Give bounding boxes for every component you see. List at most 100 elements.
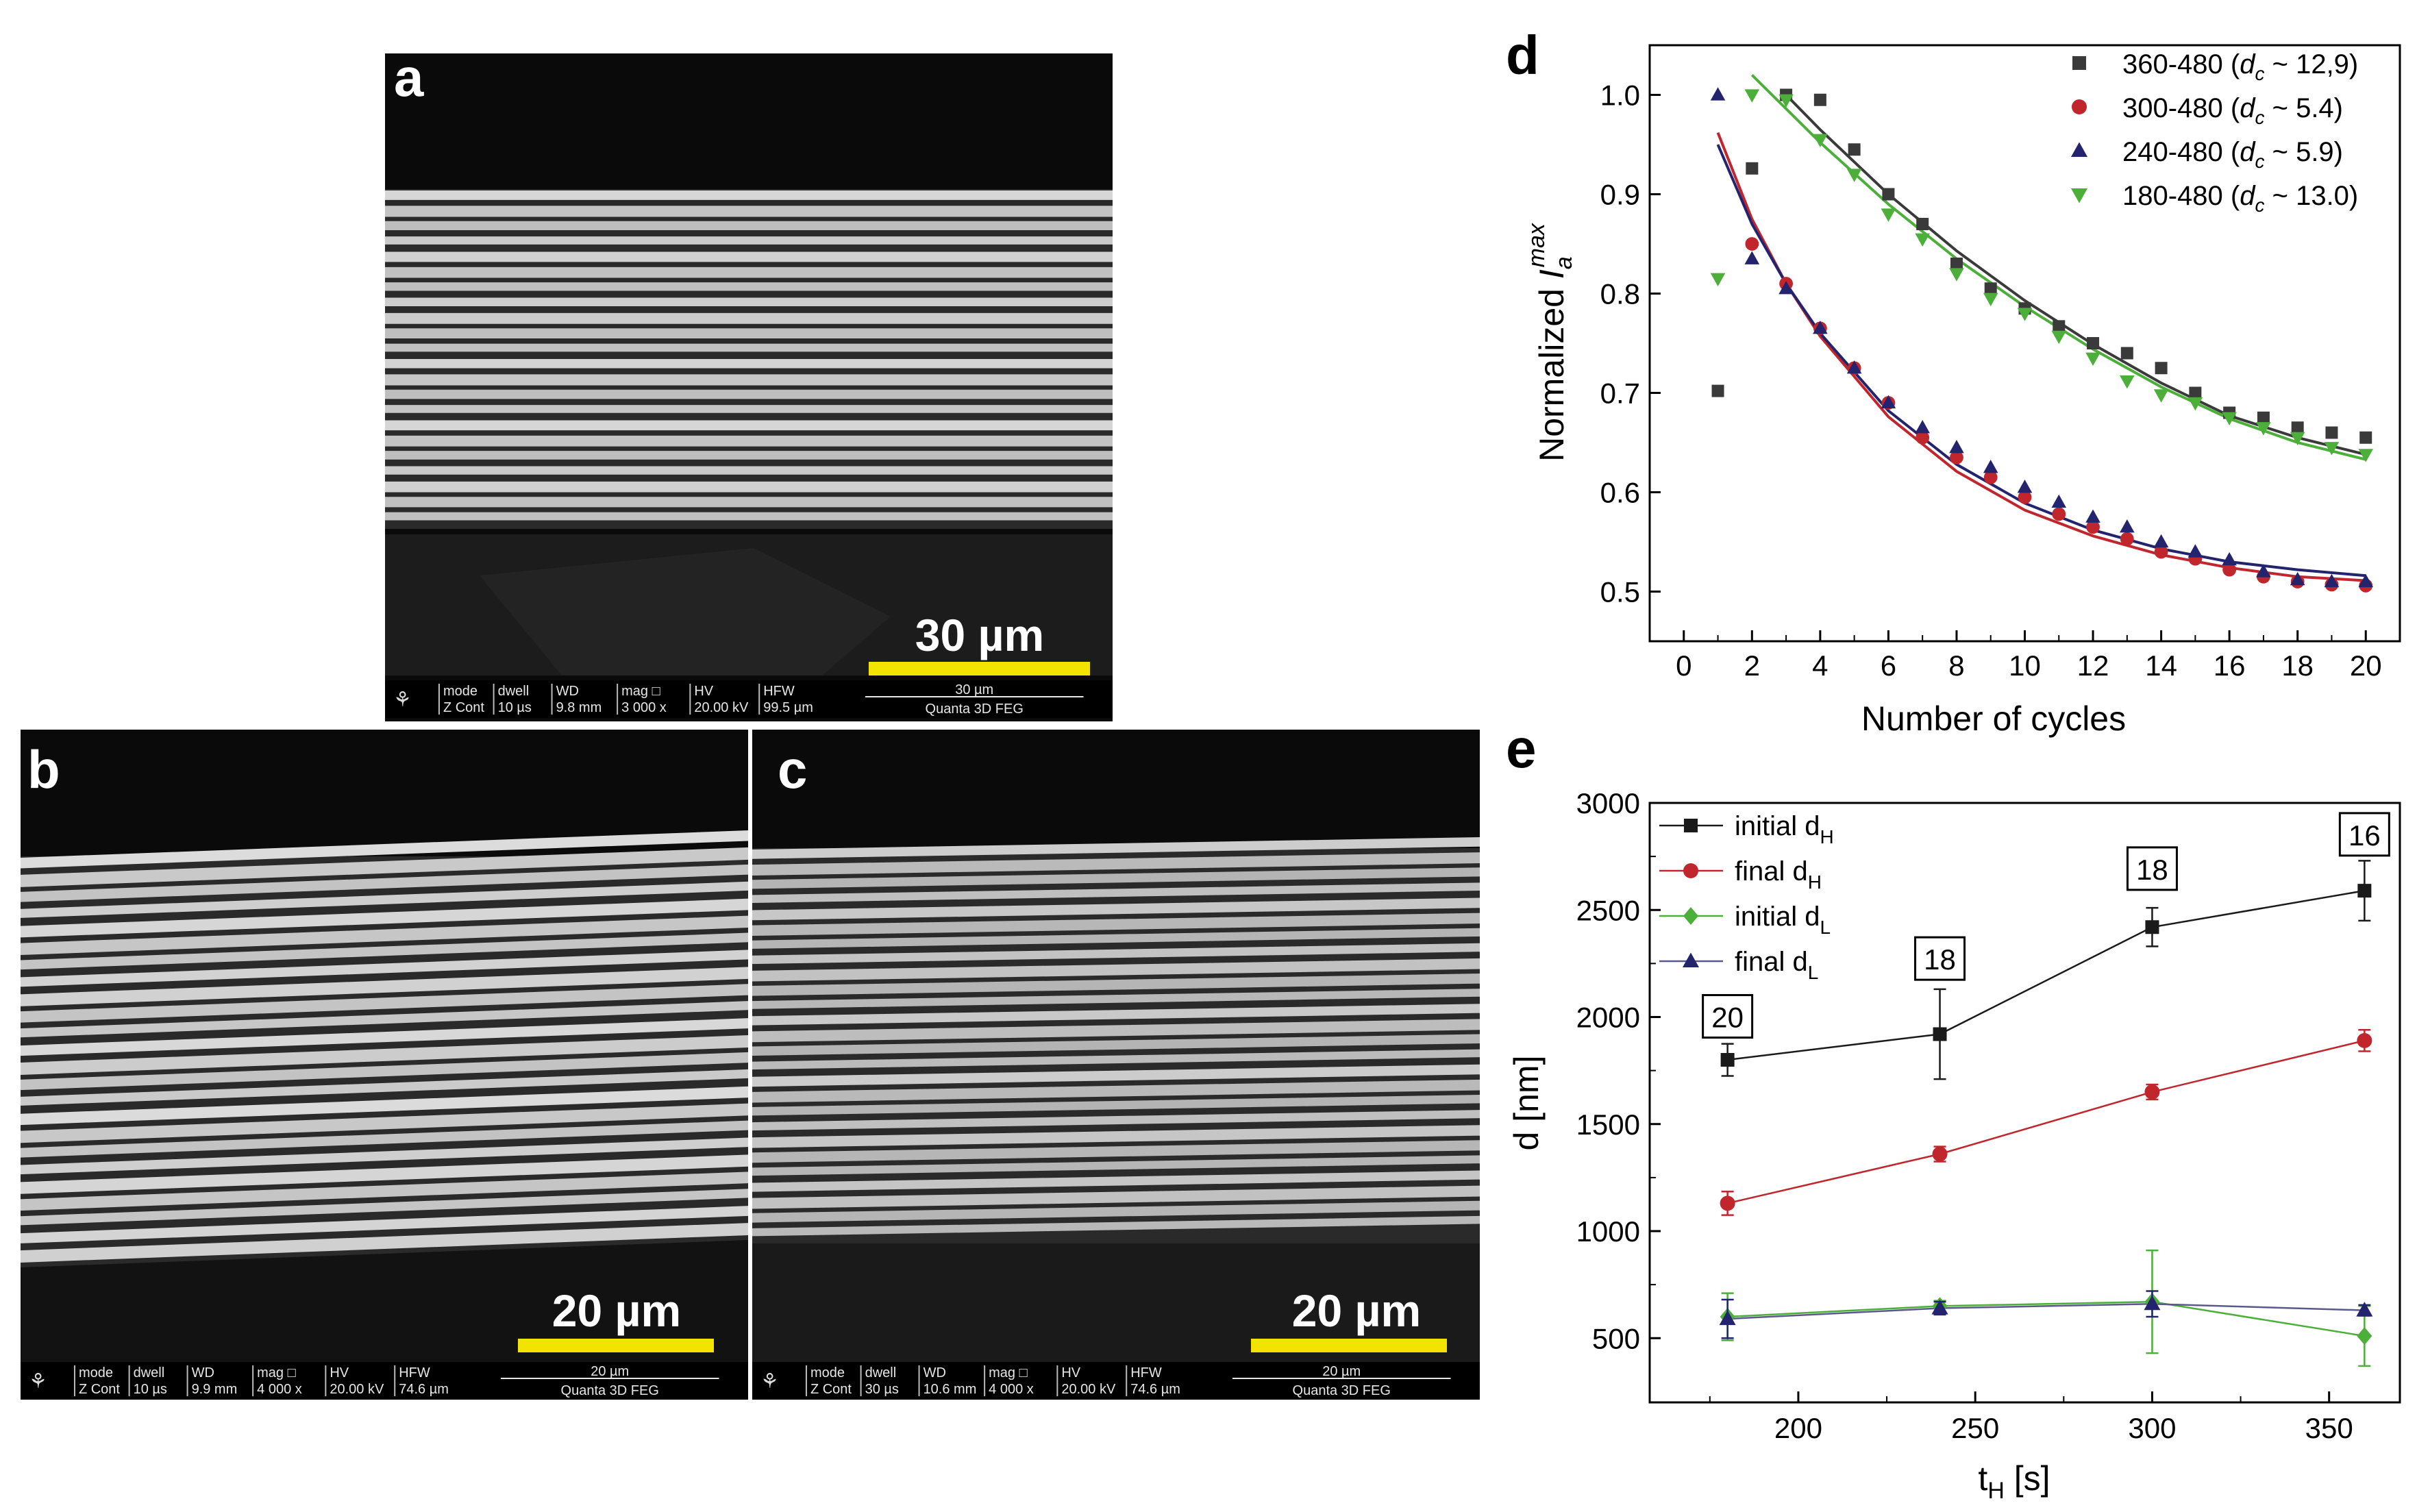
substrate-texture-a: [480, 548, 891, 676]
info-logo-icon: ⚘: [393, 689, 412, 711]
chart-d-point: [1881, 395, 1896, 409]
chart-d-legend-label-tail: ~ 12,9): [2264, 49, 2358, 79]
chart-e-ylabel: d [nm]: [1507, 1056, 1546, 1151]
chart-e-legend-label: initial dL: [1735, 902, 1831, 938]
chart-d-point: [2085, 509, 2100, 523]
chart-d-point: [2222, 412, 2237, 425]
chart-e-legend-label-main: final d: [1735, 947, 1808, 977]
sem-a-layer: [385, 389, 1113, 399]
sem-b-layer: [21, 1223, 748, 1263]
info-col6-name: HFW: [763, 684, 795, 699]
sem-a-layer: [385, 236, 1113, 245]
sem-b-layer: [21, 1052, 748, 1091]
sem-c-layer: [752, 989, 1480, 1009]
sem-c-layer: [752, 1064, 1480, 1087]
chart-d-ytick-label: 0.9: [1600, 179, 1640, 211]
info-col6-value: 99.5 µm: [763, 700, 813, 715]
info-col2-value: 30 µs: [865, 1382, 899, 1397]
sem-a-layer: [385, 374, 1113, 386]
chart-d-legend-label-main: 300-480 (: [2122, 93, 2240, 123]
chart-e-xlabel-main: t: [1978, 1459, 1987, 1498]
scale-bar-c: [1251, 1339, 1447, 1352]
chart-d-point: [2087, 337, 2100, 349]
sem-c-layer: [752, 1034, 1480, 1056]
chart-e-xtick-label: 300: [2128, 1412, 2176, 1444]
sem-b-layer: [21, 1035, 748, 1075]
sem-c-layer: [752, 1110, 1480, 1131]
chart-e-legend-marker: [1683, 952, 1699, 967]
sem-a-layer: [385, 420, 1113, 431]
chart-d-point: [1950, 450, 1963, 464]
chart-d-xtick-label: 18: [2281, 649, 2314, 682]
chart-e-point: [1720, 1195, 1735, 1211]
info-col1-value: Z Cont: [79, 1382, 120, 1397]
sem-b-layer: [21, 932, 748, 970]
chart-d-ylabel: Normalized Iamax: [1524, 223, 1577, 462]
chart-e-frame: [1648, 802, 2401, 1404]
chart-e-point: [2144, 1295, 2161, 1311]
chart-d-point: [2290, 571, 2305, 586]
info-col5-value: 20.00 kV: [694, 700, 749, 715]
chart-d-point: [2324, 573, 2340, 588]
chart-e-cycle-label: 16: [2348, 819, 2381, 852]
sem-a-layer: [385, 282, 1113, 291]
chart-e-legend-label-sub: H: [1808, 871, 1822, 893]
sem-b-layer: [21, 830, 748, 869]
info-col6-name: HFW: [399, 1365, 430, 1380]
sem-a-layer: [385, 481, 1113, 493]
chart-e-xlabel-sub: H: [1987, 1478, 2005, 1504]
chart-d-ylabel-main: I: [1533, 269, 1571, 279]
info-col2-name: dwell: [498, 684, 530, 699]
chart-d-legend-marker: [2071, 188, 2087, 203]
info-col5-name: HV: [330, 1365, 349, 1380]
chart-d-legend-label-main: 360-480 (: [2122, 49, 2240, 79]
sem-c-layer: [752, 1140, 1480, 1163]
chart-d-ytick-label: 0.6: [1600, 477, 1640, 509]
info-col4-value: 3 000 x: [621, 700, 667, 715]
sem-c-layer: [752, 928, 1480, 949]
info-col5-value: 20.00 kV: [330, 1382, 384, 1397]
chart-d-points: [1710, 87, 2374, 593]
sem-c-layer: [752, 897, 1480, 921]
info-logo-icon: ⚘: [29, 1370, 47, 1393]
info-col1-name: mode: [443, 684, 478, 699]
chart-d-xtick-label: 8: [1948, 649, 1964, 682]
info-col5-value: 20.00 kV: [1061, 1382, 1116, 1397]
sem-a-layer: [385, 359, 1113, 369]
chart-d-legend-marker: [2071, 142, 2087, 157]
chart-d-legend-label-main: 180-480 (: [2122, 181, 2240, 211]
chart-d-legend-label-d: d: [2240, 137, 2256, 167]
sem-a-layer: [385, 405, 1113, 413]
chart-d-point: [2120, 347, 2133, 360]
chart-e-legend-label-sub: L: [1820, 917, 1831, 938]
sem-b-layer: [21, 915, 748, 956]
chart-e-point: [1719, 1310, 1736, 1326]
sem-c-layer: [752, 1125, 1480, 1148]
info-bar-background: [752, 1362, 1480, 1400]
chart-d-point: [1949, 268, 1964, 282]
chart-d-legend-label-tail: ~ 13.0): [2264, 181, 2358, 211]
sem-c-layer: [752, 1155, 1480, 1176]
chart-d-point: [1846, 360, 1862, 374]
sem-b-layer: [21, 967, 748, 1006]
sem-b-layer: [21, 950, 748, 987]
chart-d-point: [1915, 420, 1930, 434]
chart-d-ytick-label: 0.5: [1600, 576, 1640, 608]
chart-d-legend-label-sub: c: [2255, 63, 2264, 84]
chart-d-legend-label-main: 240-480 (: [2122, 137, 2240, 167]
chart-d-legend-label: 360-480 (dc ~ 12,9): [2122, 49, 2358, 84]
chart-d-point: [2153, 534, 2169, 548]
info-col4-name: mag □: [989, 1365, 1028, 1380]
chart-d-legend-marker: [2072, 99, 2087, 114]
info-scalebar-label: 30 µm: [955, 682, 993, 697]
chart-d-xtick-label: 10: [2009, 649, 2041, 682]
info-bar-background: [385, 680, 1113, 718]
sem-c-layer: [752, 1200, 1480, 1223]
scale-label-c: 20 µm: [1292, 1285, 1421, 1336]
info-col3-value: 9.9 mm: [192, 1382, 238, 1397]
chart-d-point: [2086, 520, 2100, 534]
info-col4-value: 4 000 x: [257, 1382, 302, 1397]
